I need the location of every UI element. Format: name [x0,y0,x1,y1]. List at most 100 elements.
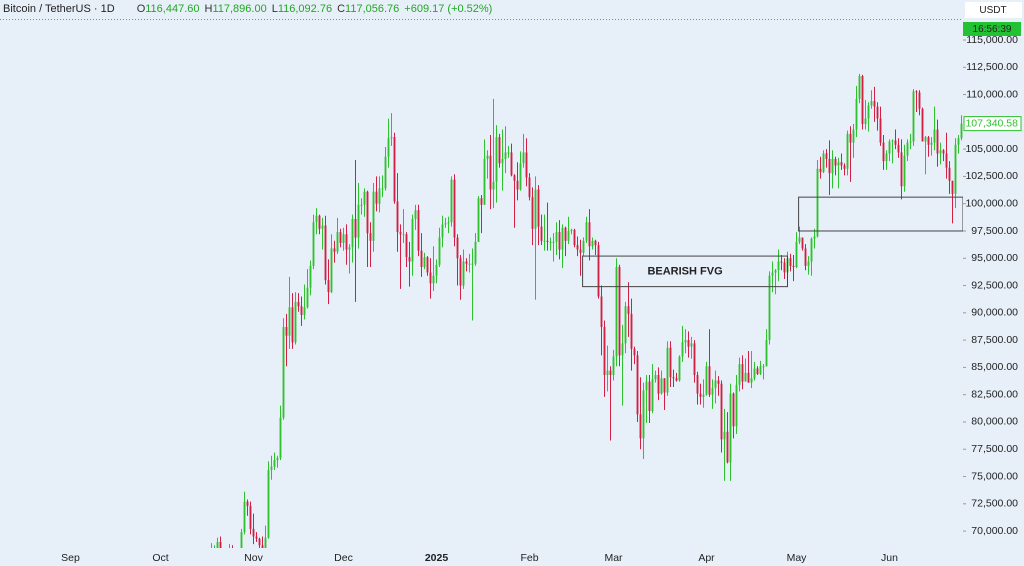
candle-body [738,364,741,385]
candle-body [360,204,363,206]
candle-body [279,417,282,458]
candle-body [214,549,216,550]
candle-body [858,76,861,99]
candle-body [777,261,780,271]
clock-box [963,22,1021,36]
y-tick-label: 105,000.00 [965,143,1018,155]
candle-body [804,248,807,266]
candle-body [762,366,765,368]
candle-body [294,301,297,343]
y-tick-label: 87,500.00 [971,334,1018,346]
candle-body [711,388,714,395]
candle-body [519,163,522,190]
candle-body [321,225,324,229]
candle-body [834,158,837,166]
candle-body [852,129,855,143]
candle-body [540,226,543,241]
candle-body [357,204,360,238]
candle-body [843,165,846,169]
candle-body [420,250,423,267]
candle-body [714,380,717,389]
fvg-label: BEARISH FVG [647,265,722,277]
candle-body [732,393,735,427]
candle-body [276,457,279,461]
ohlc-key: O [136,3,146,15]
y-tick-label: 77,500.00 [971,443,1018,455]
candle-body [585,222,588,241]
candle-body [909,141,912,143]
candle-body [258,538,261,546]
candle-body [297,301,300,307]
candle-body [573,229,576,246]
x-tick-label: 2025 [425,552,449,564]
ohlc-key: C [337,3,346,15]
candle-body [327,280,330,293]
candle-body [426,257,429,273]
candle-body [525,152,528,178]
candle-body [651,379,654,412]
ohlc-key: L [271,3,278,15]
candle-body [915,91,918,93]
candle-body [885,153,888,162]
change: +609.17 (+0.52%) [404,3,493,15]
candle-body [465,261,468,264]
candle-body [555,232,558,242]
candle-body [684,340,687,343]
candle-body [339,232,342,243]
candle-body [807,261,810,266]
candle-body [918,92,921,109]
candle-body [612,356,615,376]
candle-body [669,347,672,378]
currency: USDT [979,5,1006,16]
candle-body [942,150,945,154]
candle-body [744,372,747,382]
candle-body [693,343,696,376]
candle-body [690,343,693,347]
candle-body [351,218,354,248]
candle-body [849,133,852,143]
candle-body [366,191,369,234]
candle-body [699,393,702,397]
price-axis: USDT 16:56:39 115,000.00 112,500.00 110,00… [963,2,1022,537]
candle-body [951,180,954,194]
candle-body [537,189,540,227]
candle-body [735,384,738,427]
candle-body [363,191,366,205]
clock: 16:56:39 [973,24,1012,35]
candle-body [618,266,621,356]
candle-body [261,545,264,548]
candle-body [708,366,711,395]
candle-body [648,381,651,412]
candle-body [783,262,786,273]
candle-body [459,258,462,286]
candle-body [876,106,879,119]
candle-body [393,137,396,202]
candle-body [636,355,639,415]
candle-body [543,240,546,242]
x-tick-label: Apr [698,552,715,564]
candle-body [378,188,381,204]
candle-body [594,240,597,246]
candle-body [450,179,453,223]
candle-body [552,241,555,243]
x-tick-label: Dec [334,552,353,564]
candle-body [660,378,663,394]
y-tick-label: 90,000.00 [971,307,1018,319]
candle-body [900,152,903,187]
last-price-box [963,116,1022,132]
candle-body [447,222,450,224]
candle-body [273,460,276,467]
candle-body [888,141,891,154]
candle-body [226,559,228,566]
candle-body [576,245,579,250]
candle-body [417,210,420,251]
candle-body [249,505,252,529]
y-tick-label: 115,000.00 [966,34,1018,46]
candle-body [462,261,465,286]
candle-body [906,142,909,156]
candle-body [336,232,339,252]
candle-body [375,191,378,204]
candle-body [528,177,531,198]
candle-body [798,237,801,242]
candle-body [768,275,771,341]
